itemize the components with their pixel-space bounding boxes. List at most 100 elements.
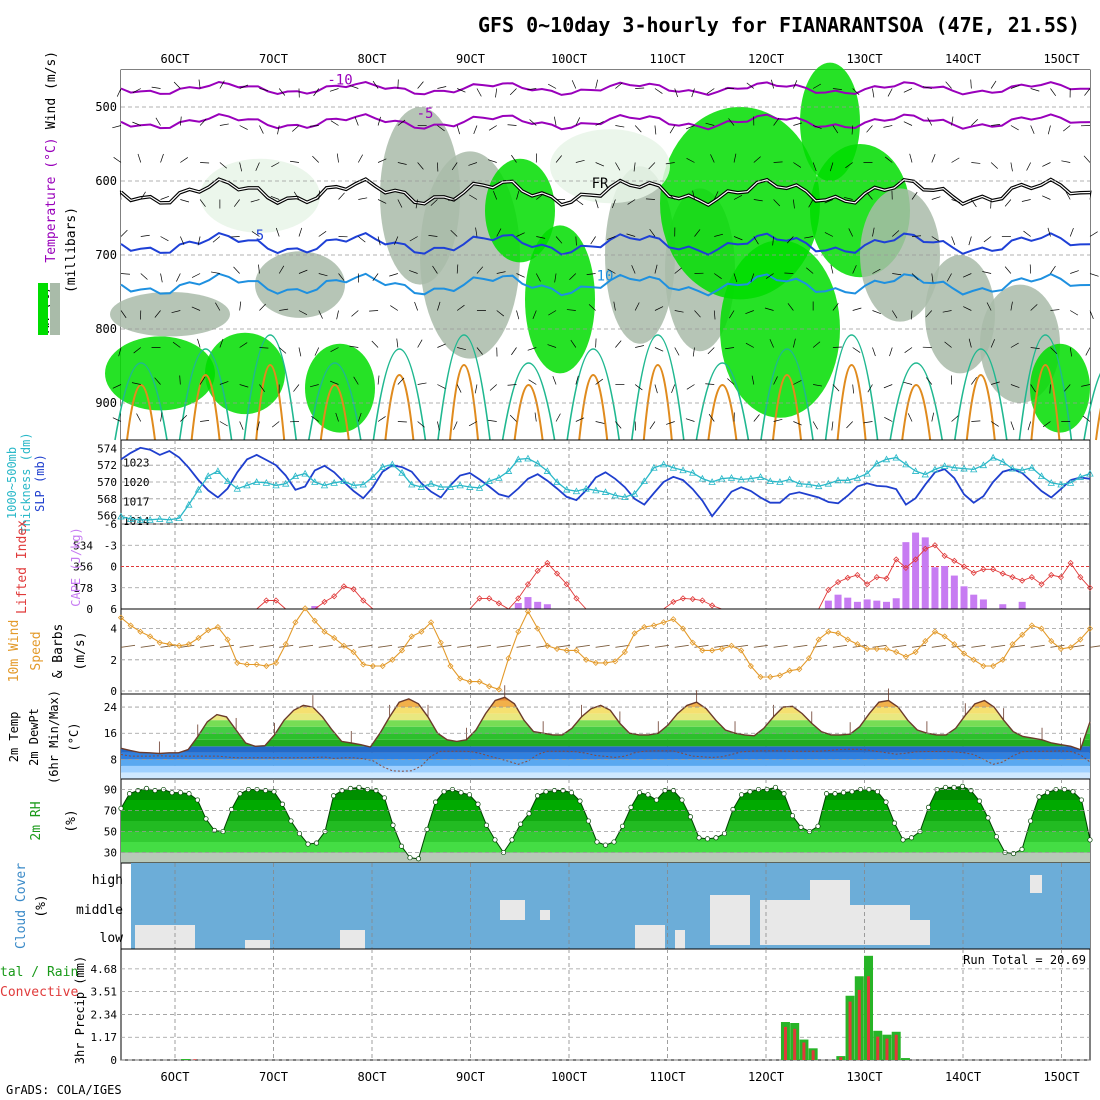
- wind-barb: [555, 413, 561, 422]
- wind-barb: [547, 344, 557, 348]
- wind-barb: [745, 310, 754, 315]
- wind-barb: [527, 347, 537, 351]
- wind-speed-point: [709, 647, 716, 654]
- wind-barb: [665, 162, 675, 165]
- wind-barb: [353, 376, 359, 385]
- cloud-cell: [500, 900, 525, 920]
- rh-point: [721, 831, 728, 837]
- temp-band: [121, 697, 1090, 701]
- rh-point: [543, 789, 549, 795]
- wind-barb: [357, 412, 362, 422]
- wind-barb: [830, 264, 834, 274]
- wind-speed-point: [311, 617, 318, 624]
- rh-shade: [255, 251, 345, 318]
- wind-barb: [394, 236, 399, 245]
- wind-speed-point: [592, 659, 599, 666]
- wind-barb: [450, 229, 458, 237]
- wind-barb: [1069, 227, 1074, 237]
- rh-point: [1027, 818, 1034, 824]
- wind-barb: [509, 414, 517, 422]
- wind-barb: [832, 303, 839, 311]
- wind-barb: [806, 267, 814, 274]
- thickness-point: [1028, 463, 1036, 471]
- wind-barb: [1030, 88, 1040, 92]
- y-axis-label: (6hr Min/Max): [47, 690, 61, 784]
- wind-speed-point: [398, 647, 406, 654]
- y-tick-label: 8: [110, 753, 117, 766]
- wind-barb: [751, 375, 755, 385]
- wind-barb: [692, 347, 695, 357]
- rh-band: [121, 852, 1090, 863]
- rh-point: [747, 789, 753, 795]
- wind-barb: [654, 347, 664, 352]
- wind-barb: [1049, 384, 1051, 394]
- wind-speed-point: [379, 662, 386, 670]
- wind-barb: [710, 154, 715, 163]
- wind-barb: [219, 162, 227, 169]
- wind-barb: [453, 421, 458, 430]
- wind-barb: [615, 421, 622, 429]
- wind-barb: [212, 236, 221, 243]
- isotherm-20: [190, 374, 221, 441]
- wind-barb: [293, 384, 300, 392]
- wind-barb: [691, 88, 695, 98]
- cloud-cell: [850, 905, 910, 945]
- thickness-point: [718, 474, 726, 482]
- wind-barb: [437, 343, 446, 348]
- lifted-index-point: [524, 581, 532, 588]
- wind-barb: [571, 80, 577, 89]
- lifted-index-point: [263, 597, 270, 604]
- wind-barb: [773, 199, 781, 207]
- thickness-point: [727, 473, 736, 481]
- wind-barb: [507, 124, 517, 126]
- wind-barb: [725, 347, 735, 350]
- thickness-point: [572, 487, 581, 495]
- lifted-index-point: [825, 586, 832, 593]
- wind-barb: [831, 421, 834, 431]
- wind-barb: [824, 232, 834, 237]
- wind-barb: [1010, 342, 1019, 348]
- thickness-point: [156, 515, 164, 522]
- wind-barb: [615, 340, 622, 348]
- wind-barb: [555, 155, 562, 163]
- cloud-cell: [635, 925, 665, 949]
- wind-barb: [535, 273, 541, 282]
- wind-barb: [634, 302, 640, 311]
- y-tick-label: 0: [110, 561, 117, 574]
- wind-barb: [349, 345, 359, 348]
- wind-barb: [746, 82, 755, 89]
- wind-speed-point: [747, 662, 754, 670]
- rh-point: [653, 797, 660, 803]
- wind-speed-point: [1077, 636, 1084, 643]
- thickness-point: [911, 467, 920, 474]
- wind-barb: [239, 342, 248, 348]
- wind-barb: [312, 155, 320, 163]
- wind-barb: [199, 199, 206, 207]
- thickness-point: [543, 467, 552, 474]
- x-tick-label-top: 10OCT: [551, 52, 587, 66]
- wind-speed-point: [825, 628, 832, 635]
- rh-point: [1044, 790, 1051, 796]
- wind-barb: [1010, 85, 1020, 89]
- wind-speed-point: [292, 619, 299, 626]
- wind-barb: [1085, 347, 1091, 356]
- y-axis-label: Temperature (°C): [44, 137, 59, 262]
- wind-barb: [991, 381, 1000, 385]
- lifted-index-point: [679, 595, 687, 602]
- wind-barb: [548, 83, 557, 89]
- lifted-index-point: [331, 593, 338, 600]
- lifted-index-point: [553, 570, 561, 577]
- thickness-point: [1086, 469, 1094, 477]
- wind-barb: [615, 644, 630, 648]
- wind-speed-point: [689, 639, 696, 646]
- wind-barb: [883, 384, 893, 389]
- wind-barb: [349, 85, 359, 89]
- wind-barb: [1061, 160, 1071, 163]
- thickness-point: [601, 488, 610, 495]
- wind-barb: [635, 644, 650, 648]
- wind-speed-point: [786, 667, 793, 674]
- wind-barb: [417, 382, 427, 385]
- wind-speed-point: [331, 634, 338, 642]
- thickness-point: [1047, 479, 1055, 486]
- temp-band: [121, 752, 1090, 760]
